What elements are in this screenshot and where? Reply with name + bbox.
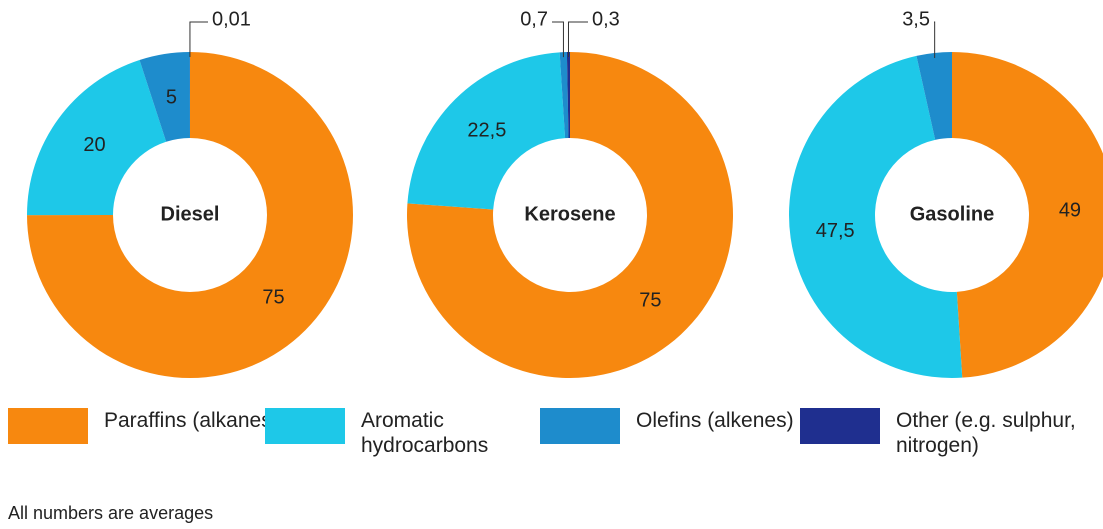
value-label: 0,7	[520, 8, 548, 30]
legend-item: Paraffins (alkanes)	[8, 408, 279, 444]
charts: 75 20 5 0,01 Diesel 75 22,5 0,7 0,3 Kerosene 49 47,…	[27, 8, 1103, 379]
value-label: 5	[166, 87, 177, 109]
leader-line	[552, 21, 564, 58]
note: All numbers are averages	[8, 503, 214, 523]
chart-title: Gasoline	[910, 203, 994, 225]
legend-swatch	[800, 408, 880, 444]
slice	[566, 52, 570, 139]
slice	[559, 52, 569, 139]
leader-line	[567, 21, 588, 58]
slice	[916, 52, 952, 140]
value-label: 49	[1059, 200, 1081, 222]
legend-swatch	[540, 408, 620, 444]
slice	[27, 60, 167, 216]
legend-label: Other (e.g. sulphur, nitrogen)	[896, 409, 1076, 458]
legend-item: Aromatic hydrocarbons	[265, 408, 536, 458]
chart-title: Kerosene	[524, 203, 615, 225]
legend-label: Olefins (alkenes)	[636, 409, 794, 432]
legend-label: Aromatic hydrocarbons	[361, 409, 489, 458]
slice	[139, 52, 190, 142]
value-label: 0,3	[592, 8, 620, 30]
legend-swatch	[265, 408, 345, 444]
slice	[407, 52, 733, 379]
value-label: 47,5	[816, 220, 855, 242]
value-label: 0,01	[212, 8, 251, 30]
value-label: 20	[83, 134, 105, 156]
value-label: 22,5	[467, 120, 506, 142]
slice	[27, 52, 354, 378]
value-label: 3,5	[902, 8, 930, 30]
slice	[952, 52, 1103, 378]
slice	[407, 52, 566, 210]
legend-item: Olefins (alkenes)	[540, 408, 811, 444]
leader-line	[934, 21, 936, 58]
value-label: 75	[262, 287, 284, 309]
leader-line	[189, 21, 208, 58]
chart-title: Diesel	[161, 203, 220, 225]
slice	[789, 55, 963, 378]
value-label: 75	[639, 290, 661, 312]
legend-label: Paraffins (alkanes)	[104, 409, 279, 432]
legend-swatch	[8, 408, 88, 444]
legend-item: Other (e.g. sulphur, nitrogen)	[800, 408, 1096, 458]
